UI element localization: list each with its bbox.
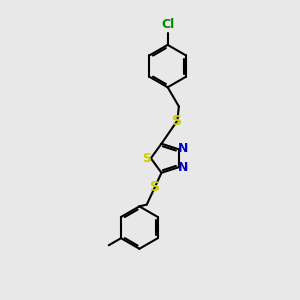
Text: S: S — [142, 152, 152, 165]
Text: N: N — [178, 142, 188, 155]
Text: N: N — [178, 161, 188, 174]
Text: S: S — [150, 180, 160, 194]
Text: S: S — [172, 114, 182, 128]
Text: Cl: Cl — [161, 18, 174, 31]
